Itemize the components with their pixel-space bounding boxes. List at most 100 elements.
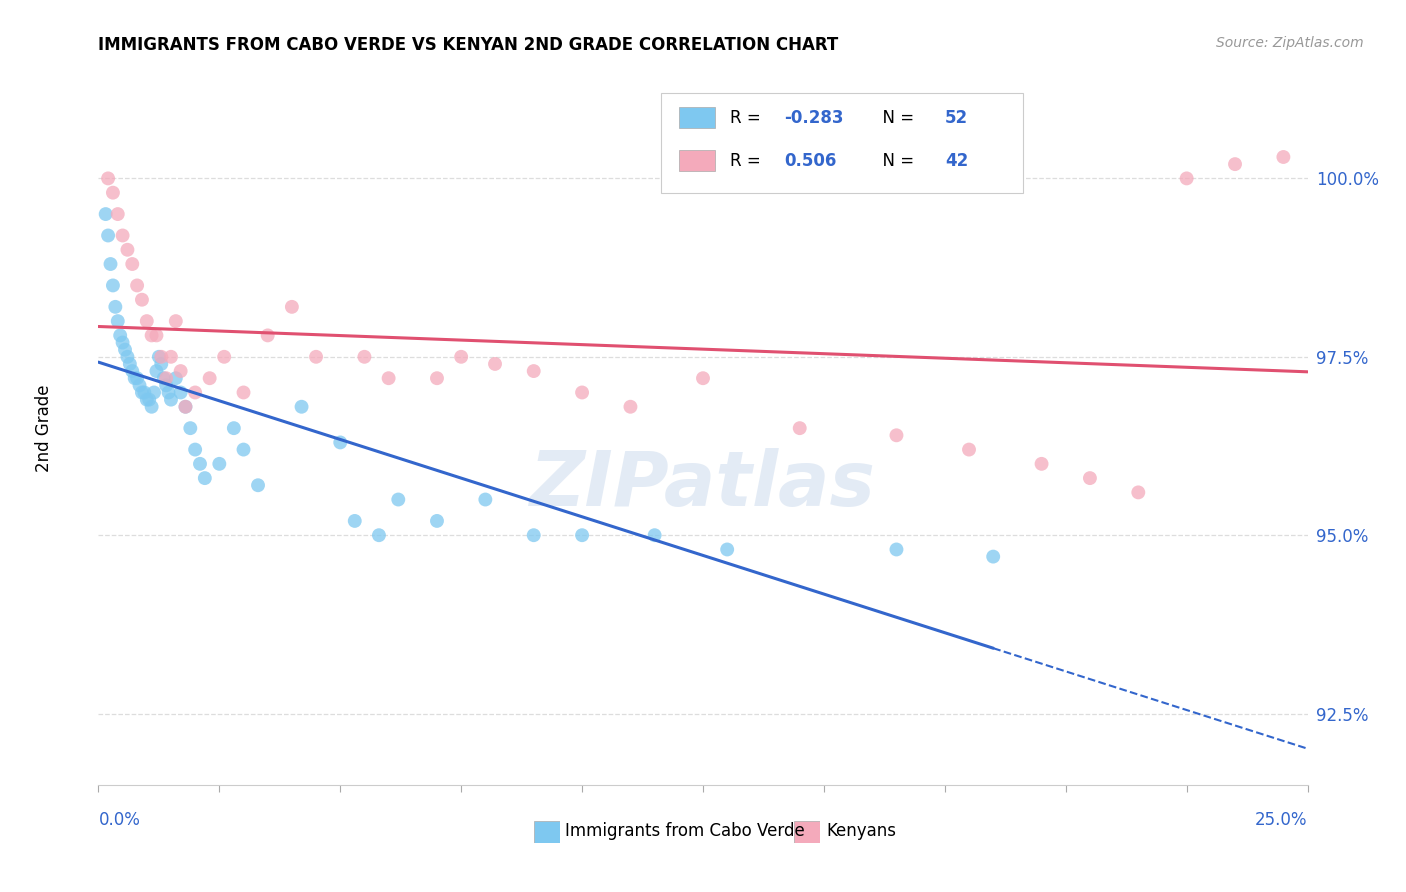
Text: 52: 52: [945, 109, 967, 127]
Point: [145, 364, 167, 378]
Text: N =: N =: [872, 152, 920, 169]
Point: [107, 314, 129, 328]
Point: [155, 371, 177, 385]
Point: [152, 371, 174, 385]
Point: [174, 400, 197, 414]
Point: [194, 471, 217, 485]
Point: [150, 350, 173, 364]
Point: [426, 514, 449, 528]
Point: [619, 400, 641, 414]
Point: [198, 371, 221, 385]
Point: [127, 371, 149, 385]
Point: [957, 442, 980, 457]
Point: [247, 478, 270, 492]
Point: [523, 528, 546, 542]
Text: ZIPatlas: ZIPatlas: [530, 449, 876, 522]
Point: [174, 400, 197, 414]
Point: [886, 542, 908, 557]
Point: [377, 371, 399, 385]
Point: [165, 314, 187, 328]
Point: [571, 528, 593, 542]
Point: [155, 378, 177, 392]
Point: [107, 207, 129, 221]
Point: [117, 350, 139, 364]
FancyBboxPatch shape: [661, 93, 1024, 193]
Text: -0.283: -0.283: [785, 109, 844, 127]
Text: Source: ZipAtlas.com: Source: ZipAtlas.com: [1216, 36, 1364, 50]
Text: Immigrants from Cabo Verde: Immigrants from Cabo Verde: [565, 822, 806, 840]
Point: [128, 378, 150, 392]
Point: [450, 350, 472, 364]
Point: [121, 257, 143, 271]
Point: [232, 385, 254, 400]
Point: [179, 421, 201, 435]
Point: [1223, 157, 1246, 171]
Point: [121, 364, 143, 378]
Point: [117, 243, 139, 257]
Point: [97, 171, 120, 186]
Point: [169, 364, 191, 378]
Point: [108, 328, 131, 343]
Text: N =: N =: [872, 109, 920, 127]
Point: [281, 300, 304, 314]
Point: [94, 207, 117, 221]
Point: [789, 421, 811, 435]
Point: [368, 528, 391, 542]
Point: [118, 357, 141, 371]
Point: [135, 314, 157, 328]
Point: [160, 350, 183, 364]
Point: [692, 371, 714, 385]
Text: 42: 42: [945, 152, 969, 169]
Point: [141, 328, 163, 343]
Point: [716, 542, 738, 557]
Point: [1272, 150, 1295, 164]
Text: IMMIGRANTS FROM CABO VERDE VS KENYAN 2ND GRADE CORRELATION CHART: IMMIGRANTS FROM CABO VERDE VS KENYAN 2ND…: [98, 36, 838, 54]
Point: [100, 257, 122, 271]
Point: [101, 278, 124, 293]
Point: [150, 357, 173, 371]
Point: [169, 385, 191, 400]
Point: [188, 457, 211, 471]
Text: Kenyans: Kenyans: [827, 822, 897, 840]
Point: [426, 371, 449, 385]
Point: [145, 328, 167, 343]
Point: [290, 400, 312, 414]
Point: [474, 492, 496, 507]
Point: [124, 371, 146, 385]
Point: [131, 385, 153, 400]
Point: [143, 385, 166, 400]
Point: [148, 350, 170, 364]
Text: 2nd Grade: 2nd Grade: [35, 384, 53, 472]
Point: [184, 385, 207, 400]
Point: [111, 335, 134, 350]
Bar: [679, 107, 716, 128]
Point: [523, 364, 546, 378]
Point: [135, 392, 157, 407]
Point: [329, 435, 352, 450]
Point: [256, 328, 278, 343]
Point: [114, 343, 136, 357]
Point: [1031, 457, 1053, 471]
Point: [343, 514, 366, 528]
Point: [353, 350, 375, 364]
Point: [184, 442, 207, 457]
Point: [644, 528, 666, 542]
Point: [222, 421, 245, 435]
Bar: [679, 150, 716, 171]
Text: R =: R =: [730, 109, 766, 127]
Text: 0.0%: 0.0%: [98, 811, 141, 829]
Point: [141, 400, 163, 414]
Point: [1078, 471, 1101, 485]
Point: [208, 457, 231, 471]
Point: [886, 428, 908, 442]
Point: [232, 442, 254, 457]
Point: [212, 350, 235, 364]
Point: [387, 492, 409, 507]
Point: [111, 228, 134, 243]
Point: [131, 293, 153, 307]
Text: R =: R =: [730, 152, 766, 169]
Point: [127, 278, 149, 293]
Point: [97, 228, 120, 243]
Point: [1175, 171, 1198, 186]
Text: 25.0%: 25.0%: [1256, 811, 1308, 829]
